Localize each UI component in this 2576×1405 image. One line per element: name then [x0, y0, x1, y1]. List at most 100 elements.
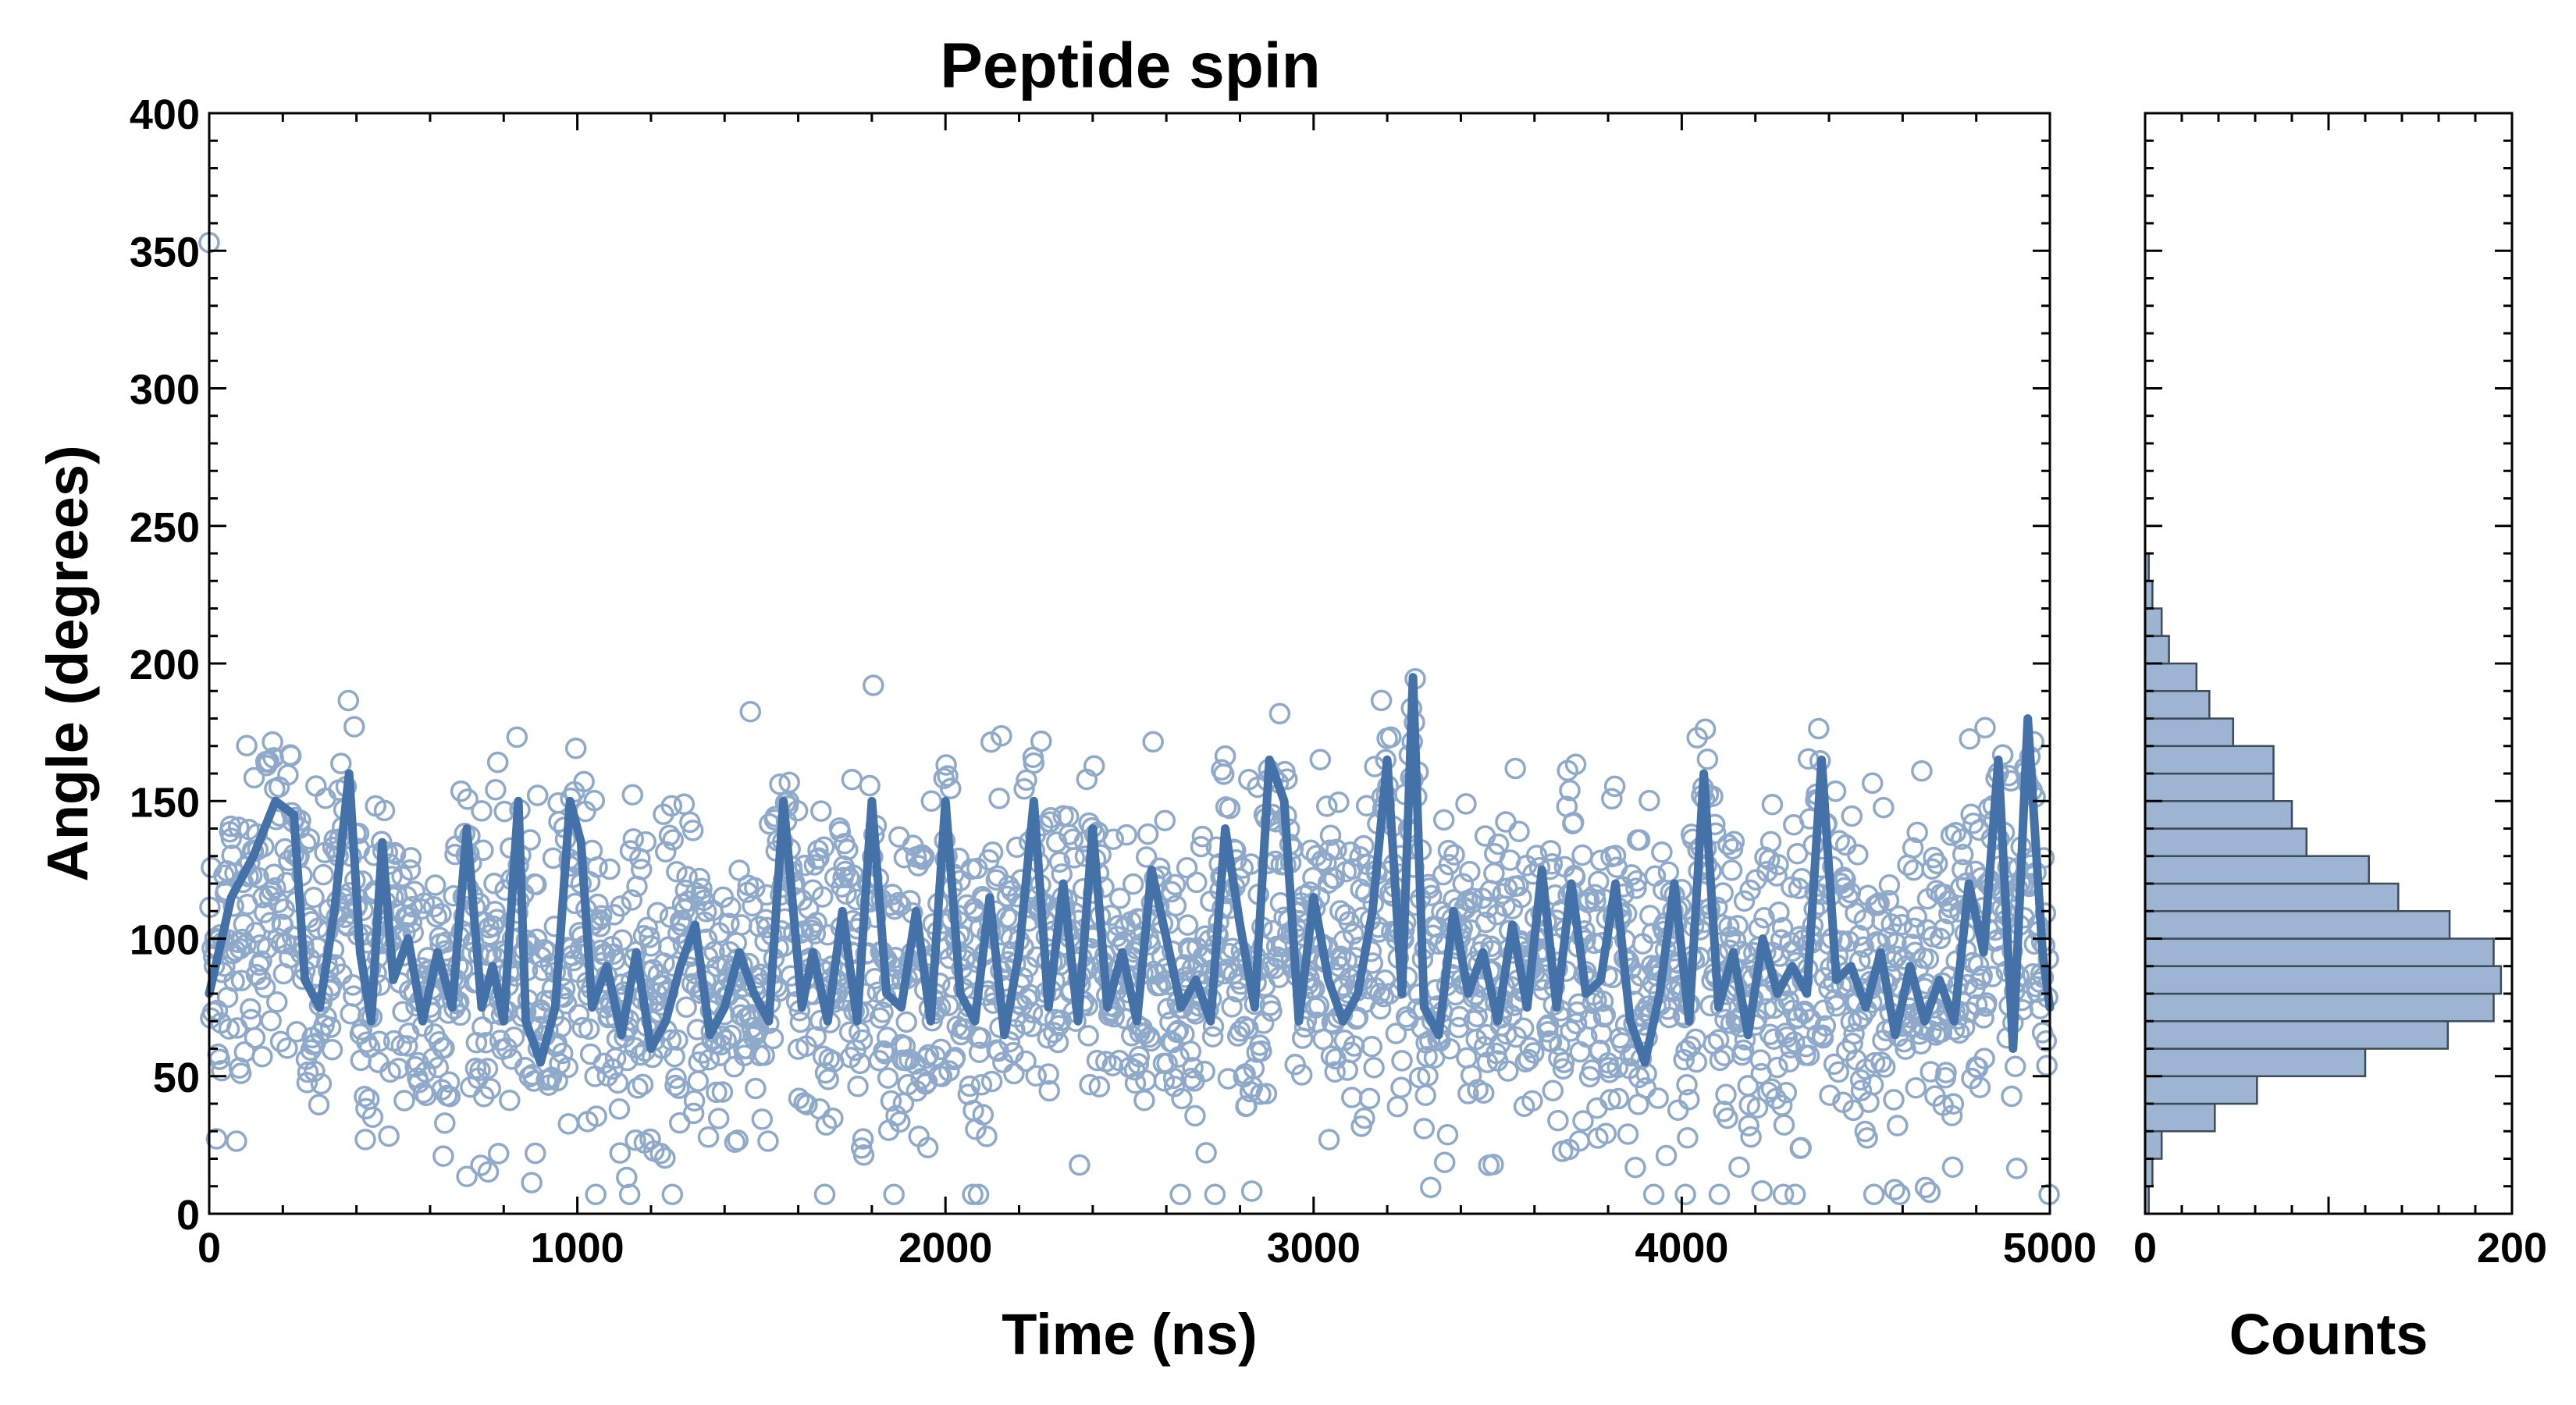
- scatter-point: [361, 1106, 384, 1129]
- scatter-point: [676, 866, 698, 887]
- scatter-point: [1673, 1048, 1695, 1071]
- scatter-point: [525, 1142, 546, 1165]
- scatter-point: [1195, 1142, 1217, 1164]
- scatter-point: [944, 1047, 966, 1069]
- scatter-point: [789, 1011, 812, 1033]
- scatter-point: [1261, 1000, 1283, 1023]
- scatter-point: [484, 901, 506, 923]
- y-tick-label: 0: [176, 1192, 200, 1239]
- scatter-point: [1047, 1031, 1069, 1054]
- scatter-point: [671, 909, 693, 932]
- scatter-point: [1548, 1048, 1570, 1069]
- scatter-point: [703, 941, 725, 963]
- scatter-point: [1795, 1035, 1817, 1058]
- scatter-point: [393, 1090, 415, 1112]
- scatter-point: [343, 985, 365, 1007]
- scatter-point: [976, 1126, 998, 1147]
- scatter-point: [1971, 965, 1993, 987]
- scatter-point: [496, 1037, 518, 1059]
- scatter-point: [1571, 844, 1593, 866]
- scatter-point: [1512, 1017, 1535, 1039]
- scatter-point: [1137, 823, 1159, 845]
- scatter-point: [1942, 1093, 1965, 1115]
- scatter-point: [404, 1056, 426, 1078]
- scatter-point: [668, 1112, 691, 1134]
- scatter-point: [298, 827, 321, 850]
- scatter-point: [226, 1130, 247, 1152]
- scatter-point: [1495, 811, 1517, 833]
- scatter-point: [392, 1001, 414, 1023]
- scatter-point: [1873, 1056, 1896, 1078]
- scatter-point: [1767, 854, 1789, 876]
- scatter-point: [1657, 861, 1680, 884]
- scatter-point: [247, 866, 269, 889]
- scatter-point: [220, 827, 243, 849]
- scatter-point: [916, 1136, 939, 1158]
- scatter-point: [1767, 1056, 1788, 1079]
- scatter-point: [229, 937, 251, 960]
- scatter-point: [368, 1051, 390, 1073]
- scatter-point: [1108, 887, 1131, 909]
- scatter-point: [1719, 926, 1742, 948]
- scatter-point: [639, 927, 660, 948]
- histogram-bar: [2144, 1075, 2258, 1105]
- scatter-point: [1413, 1118, 1436, 1140]
- scatter-point: [1191, 825, 1214, 848]
- scatter-point: [1606, 1056, 1629, 1079]
- scatter-point: [1504, 757, 1526, 780]
- scatter-point: [1935, 1062, 1957, 1083]
- scatter-point: [899, 890, 921, 912]
- histogram-bar: [2144, 992, 2495, 1023]
- scatter-point: [396, 1035, 418, 1057]
- scatter-point: [269, 1030, 292, 1053]
- scatter-point: [822, 1107, 844, 1129]
- y-tick-label: 350: [130, 229, 200, 276]
- scatter-point: [852, 1144, 875, 1166]
- y-tick-labels: 0 50 100 150 200 250 300 350 400: [130, 91, 200, 1239]
- histogram-bar: [2144, 882, 2400, 912]
- scatter-point: [1905, 906, 1928, 928]
- scatter-point: [1948, 1022, 1970, 1044]
- scatter-point: [1316, 795, 1338, 817]
- scatter-point: [796, 1094, 818, 1115]
- scatter-point: [654, 1147, 676, 1169]
- scatter-point: [1414, 1084, 1436, 1107]
- scatter-point: [296, 1072, 318, 1094]
- scatter-point: [1323, 867, 1345, 890]
- histogram-bar: [2144, 607, 2163, 638]
- histogram-bar: [2144, 827, 2308, 858]
- histogram-bar: [2144, 662, 2198, 692]
- scatter-point: [573, 770, 595, 793]
- scatter-point: [1677, 1126, 1699, 1149]
- scatter-point: [1628, 829, 1651, 851]
- scatter-point: [898, 1048, 920, 1071]
- scatter-point: [1856, 1127, 1878, 1149]
- scatter-point: [1973, 1048, 1995, 1069]
- scatter-point: [1510, 886, 1532, 909]
- scatter-point: [1016, 987, 1038, 1010]
- scatter-point: [401, 896, 424, 918]
- scatter-point: [727, 1129, 749, 1151]
- scatter-point: [1642, 1183, 1665, 1206]
- main-plot-frame: [208, 112, 2051, 1215]
- scatter-point: [664, 1074, 686, 1097]
- scatter-point: [1727, 915, 1749, 937]
- scatter-point: [880, 1090, 902, 1112]
- scatter-point: [813, 836, 835, 859]
- scatter-point: [564, 737, 587, 759]
- scatter-point: [1077, 1025, 1099, 1047]
- scatter-point: [715, 1029, 737, 1051]
- scatter-point: [1552, 1058, 1574, 1080]
- scatter-point: [471, 1016, 493, 1038]
- scatter-point: [980, 731, 1002, 753]
- scatter-point: [343, 716, 365, 738]
- scatter-point: [629, 1044, 652, 1066]
- scatter-point: [1887, 1115, 1909, 1136]
- scatter-point: [1420, 1176, 1442, 1199]
- scatter-point: [664, 1045, 685, 1068]
- scatter-point: [1667, 1099, 1689, 1121]
- scatter-point: [1380, 726, 1402, 749]
- scatter-point: [1715, 1083, 1737, 1106]
- scatter-point: [1466, 1005, 1488, 1028]
- scatter-point: [1717, 1107, 1738, 1129]
